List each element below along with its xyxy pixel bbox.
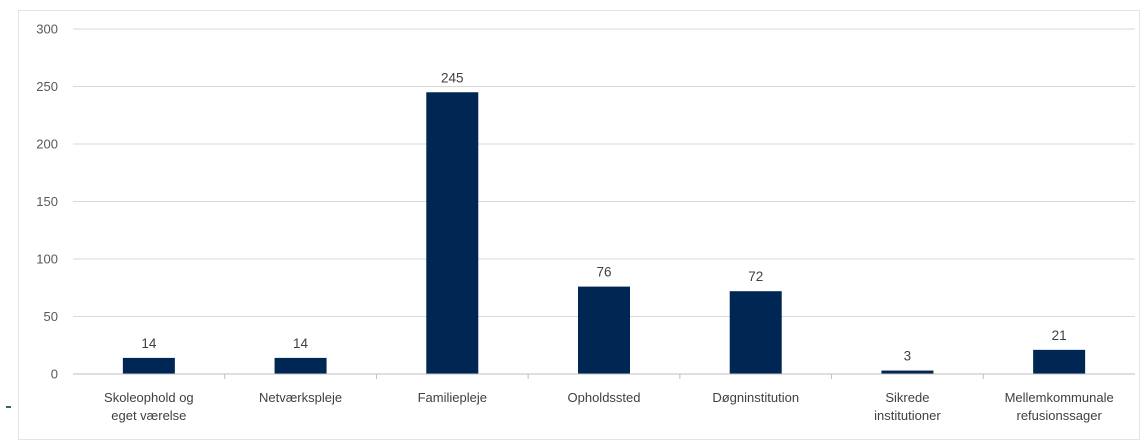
x-tick-label: Netværkspleje (259, 390, 342, 405)
data-label: 21 (1052, 328, 1067, 343)
y-tick-label: 250 (36, 79, 58, 94)
data-label: 14 (141, 336, 157, 351)
x-tick-label: Sikrede institutioner (874, 390, 941, 423)
x-tick-label: Døgninstitution (712, 390, 799, 405)
data-label: 14 (293, 336, 309, 351)
bar (426, 92, 479, 374)
bar (578, 286, 630, 374)
data-label: 245 (441, 70, 464, 85)
edge-marker (6, 406, 11, 408)
bar (274, 357, 327, 374)
y-axis-ticks: 0 50 100 150 200 250 300 (36, 22, 58, 382)
y-tick-label: 150 (36, 194, 58, 209)
data-labels: 14 14 245 76 72 3 21 (141, 70, 1066, 363)
bar (122, 357, 175, 374)
x-axis-labels: Skoleophold og eget værelse Netværkspleje F… (104, 374, 1114, 423)
x-tick-label: Familiepleje (418, 390, 487, 405)
bar (1033, 349, 1086, 374)
x-tick-label: Skoleophold og eget værelse (104, 390, 194, 423)
x-tick-label: Mellemkommunale refusionssager (1005, 390, 1114, 423)
y-tick-label: 300 (36, 22, 58, 37)
y-tick-label: 0 (51, 367, 58, 382)
y-tick-label: 200 (36, 137, 58, 152)
data-label: 72 (748, 269, 763, 284)
y-tick-label: 100 (36, 252, 58, 267)
bars (122, 92, 1086, 374)
data-label: 3 (904, 349, 912, 364)
bar (881, 370, 934, 374)
x-tick-label: Opholdssted (568, 390, 641, 405)
y-tick-label: 50 (44, 309, 58, 324)
data-label: 76 (596, 265, 611, 280)
bar (729, 291, 782, 374)
